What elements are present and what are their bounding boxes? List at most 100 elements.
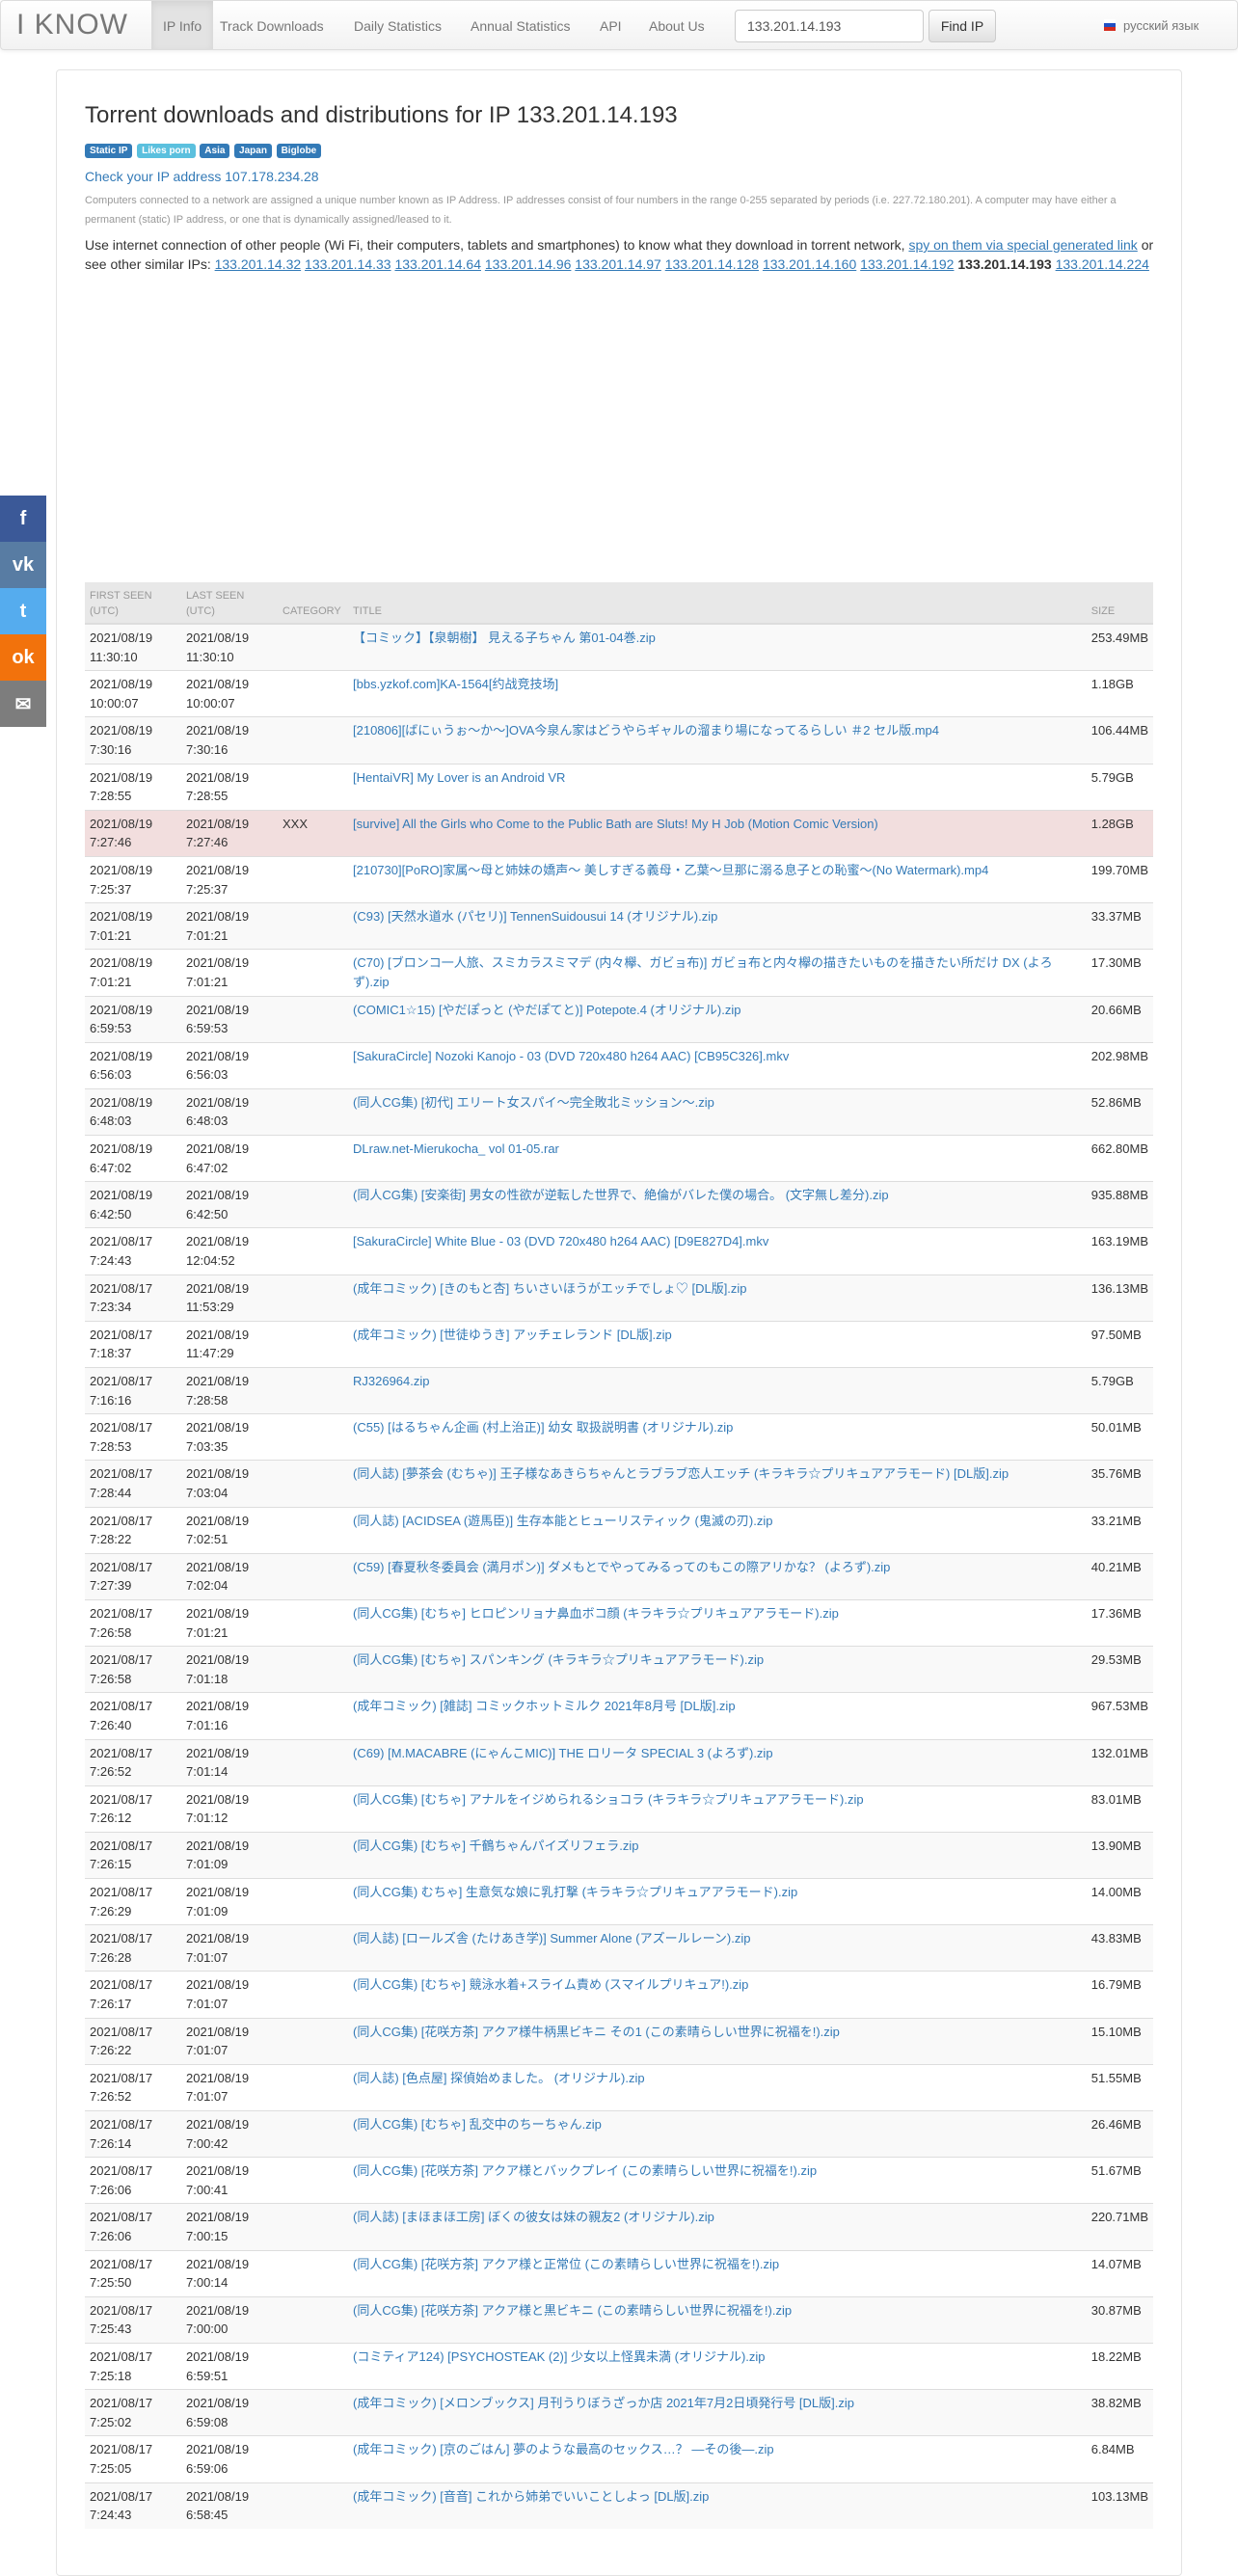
title-link[interactable]: (同人誌) [ACIDSEA (遊馬臣)] 生存本能とヒューリスティック (鬼滅… [353,1513,773,1528]
spy-link[interactable]: spy on them via special generated link [908,237,1138,253]
nav-api[interactable]: API [600,18,622,34]
title-link[interactable]: (同人CG集) [安楽街] 男女の性欲が逆転した世界で、絶倫がバレた僕の場合。 … [353,1188,889,1203]
language-switch[interactable]: русский язык [1104,18,1198,33]
similar-ip-link[interactable]: 133.201.14.160 [762,256,857,272]
similar-ip-link[interactable]: 133.201.14.96 [484,256,572,272]
cell-title-link: (同人CG集) [むちゃ] 競泳水着+スライム責め (スマイルプリキュア!).z… [348,1971,1087,2019]
title-link[interactable]: [survive] All the Girls who Come to the … [353,816,878,831]
title-link[interactable]: (同人CG集) [むちゃ] アナルをイジめられるショコラ (キラキラ☆プリキュア… [353,1791,864,1807]
table-row: 2021/08/19 11:30:10 2021/08/19 11:30:10 【コ… [85,623,1153,671]
vk-share-button[interactable]: vk [0,542,46,588]
title-link[interactable]: (C70) [ブロンコ一人旅、スミカラスミマデ (内々欅、ガビョ布)] ガビョ布… [353,955,1053,989]
cell-category [278,902,348,950]
similar-ip-link[interactable]: 133.201.14.32 [214,256,302,272]
nav-annual-statistics[interactable]: Annual Statistics [471,18,571,34]
title-link[interactable]: (同人CG集) [花咲方茶] アクア様牛柄黒ビキニ その1 (この素晴らしい世界… [353,2024,840,2039]
title-link[interactable]: (成年コミック) [世徒ゆうき] アッチェレランド [DL版].zip [353,1327,672,1342]
title-link[interactable]: DLraw.net-Mierukocha_ vol 01-05.rar [353,1141,559,1157]
title-link[interactable]: [210806][ばにぃうぉ～か～]OVA今泉ん家はどうやらギャルの溜まり場にな… [353,723,940,738]
cell-size: 20.66MB [1086,995,1153,1043]
title-link[interactable]: (C69) [M.MACABRE (にゃんこMIC)] THE ロリータ SPE… [353,1745,773,1760]
header-first-seen: FIRST SEEN (UTC) [85,582,181,625]
title-link[interactable]: (成年コミック) [メロンブックス] 月刊うりぼうざっか店 2021年7月2日頃… [353,2396,855,2411]
title-link[interactable]: (同人CG集) [むちゃ] 乱交中のちーちゃん.zip [353,2117,602,2132]
title-link[interactable]: (同人CG集) [花咲方茶] アクア様と正常位 (この素晴らしい世界に祝福を!)… [353,2256,780,2271]
first-seen: 2021/08/19 7:28:55 [90,769,153,804]
email-share-button[interactable]: ✉ [0,681,46,727]
cell-category [278,1087,348,1136]
first-seen: 2021/08/17 7:26:28 [90,1931,153,1965]
first-seen: 2021/08/19 6:42:50 [90,1188,153,1221]
check-ip-link[interactable]: Check your IP address 107.178.234.28 [85,169,319,184]
title-link[interactable]: (同人誌) [ロールズ舎 (たけあき学)] Summer Alone (アズール… [353,1931,751,1946]
odnoklassniki-share-button[interactable]: ok [0,634,46,681]
cell-size: 97.50MB [1086,1320,1153,1368]
title-link[interactable]: (C55) [はるちゃん企画 (村上治正)] 幼女 取扱説明書 (オリジナル).… [353,1420,734,1436]
title-link[interactable]: (成年コミック) [雑誌] コミックホットミルク 2021年8月号 [DL版].… [353,1699,736,1714]
twitter-share-button[interactable]: t [0,588,46,634]
title-link[interactable]: (同人CG集) [むちゃ] スパンキング (キラキラ☆プリキュアアラモード).z… [353,1652,765,1668]
title-link[interactable]: (同人CG集) [むちゃ] ヒロピンリョナ鼻血ボコ顔 (キラキラ☆プリキュアアラ… [353,1605,839,1621]
cell-last-seen: 2021/08/19 6:59:08 [181,2389,278,2436]
title-link[interactable]: [SakuraCircle] Nozoki Kanojo - 03 (DVD 7… [353,1048,790,1063]
size: 52.86MB [1090,1094,1142,1110]
title-link[interactable]: (同人誌) [まほまほ工房] ぼくの彼女は妹の親友2 (オリジナル).zip [353,2210,714,2225]
similar-ip-link[interactable]: 133.201.14.128 [664,256,760,272]
title-link[interactable]: (同人CG集) [初代] エリート女スパイ～完全敗北ミッション～.zip [353,1094,714,1110]
title-link[interactable]: [bbs.yzkof.com]KA-1564[约战竞技场] [353,677,559,692]
cell-category [278,1646,348,1693]
title-link[interactable]: (同人CG集) [むちゃ] 千鶴ちゃんパイズリフェラ.zip [353,1838,639,1853]
title-link[interactable]: [HentaiVR] My Lover is an Android VR [353,769,566,785]
cell-first-seen: 2021/08/17 7:24:43 [85,1227,181,1275]
title-link[interactable]: (同人誌) [夢茶会 (むちゃ)] 王子様なあきらちゃんとラブラブ恋人エッチ (… [353,1466,1009,1482]
title-link[interactable]: RJ326964.zip [353,1374,430,1388]
title-link[interactable]: (C93) [天然水道水 (パセリ)] TennenSuidousui 14 (… [353,909,718,925]
title-link[interactable]: (コミティア124) [PSYCHOSTEAK (2)] 少女以上怪異未満 (オ… [353,2348,766,2364]
size: 220.71MB [1090,2210,1148,2225]
last-seen: 2021/08/19 7:01:07 [186,2070,250,2105]
nav-track-downloads[interactable]: Track Downloads [220,18,324,34]
title-link[interactable]: 【コミック】【泉朝樹】 見える子ちゃん 第01-04巻.zip [353,631,656,645]
title-link[interactable]: [SakuraCircle] White Blue - 03 (DVD 720x… [353,1234,769,1249]
nav-daily-statistics[interactable]: Daily Statistics [354,18,443,34]
cell-first-seen: 2021/08/19 7:30:16 [85,716,181,765]
similar-ip-link[interactable]: 133.201.14.192 [860,256,955,272]
title-link[interactable]: (C59) [春夏秋冬委員会 (満月ポン)] ダメもとでやってみるってのもこの際… [353,1559,891,1574]
similar-ip-link[interactable]: 133.201.14.224 [1055,256,1149,272]
title-link[interactable]: (同人CG集) [花咲方茶] アクア様と黒ビキニ (この素晴らしい世界に祝福を!… [353,2302,793,2318]
table-row: 2021/08/17 7:26:52 2021/08/19 7:01:07 (同人誌… [85,2063,1153,2111]
title-link[interactable]: (成年コミック) [京のごはん] 夢のような最高のセックス…？ ―その後―.zi… [353,2442,774,2457]
similar-ip-link[interactable]: 133.201.14.33 [305,256,391,272]
title-link[interactable]: (同人CG集) [花咲方茶] アクア様とバックプレイ (この素晴らしい世界に祝福… [353,2163,818,2179]
table-row: 2021/08/17 7:26:58 2021/08/19 7:01:18 (同人C… [85,1646,1153,1693]
cell-first-seen: 2021/08/17 7:26:12 [85,1784,181,1833]
size: 1.18GB [1090,677,1134,692]
cell-last-seen: 2021/08/19 7:01:07 [181,2063,278,2111]
title-link[interactable]: (COMIC1☆15) [やだぽっと (やだぽてと)] Potepote.4 (… [353,1002,741,1017]
facebook-share-button[interactable]: f [0,496,46,542]
cell-title-link: [survive] All the Girls who Come to the … [348,809,1087,857]
last-seen: 2021/08/19 6:59:08 [186,2396,250,2429]
similar-ip-link[interactable]: 133.201.14.64 [394,256,481,272]
title-link[interactable]: (同人誌) [色点屋] 探偵始めました。 (オリジナル).zip [353,2070,645,2085]
title-link[interactable]: [210730][PoRO]家属～母と姉妹の嬌声～ 美しすぎる義母・乙葉～旦那に… [353,862,989,877]
cell-size: 18.22MB [1086,2342,1153,2390]
first-seen: 2021/08/17 7:28:53 [90,1420,153,1454]
title-link[interactable]: (同人CG集) むちゃ] 生意気な娘に乳打撃 (キラキラ☆プリキュアアラモード)… [353,1885,798,1900]
find-ip-button[interactable]: Find IP [928,10,996,42]
ip-search-input[interactable] [735,10,924,42]
cell-last-seen: 2021/08/19 7:02:51 [181,1506,278,1554]
similar-ip-link[interactable]: 133.201.14.97 [575,256,661,272]
nav-ip-info[interactable]: IP Info [151,1,214,49]
brand-logo[interactable]: I KNOW [16,9,128,40]
facebook-icon: f [19,507,27,529]
first-seen: 2021/08/17 7:26:15 [90,1838,153,1872]
title-link[interactable]: (成年コミック) [きのもと杏] ちいさいほうがエッチでしょ♡ [DL版].zi… [353,1280,747,1296]
size: 97.50MB [1090,1327,1142,1342]
cell-size: 13.90MB [1086,1831,1153,1879]
title-link[interactable]: (同人CG集) [むちゃ] 競泳水着+スライム責め (スマイルプリキュア!).z… [353,1977,749,1993]
size: 33.21MB [1090,1513,1142,1528]
table-row: 2021/08/19 6:47:02 2021/08/19 6:47:02 DLra… [85,1135,1153,1182]
nav-about-us[interactable]: About Us [649,18,705,34]
title-link[interactable]: (成年コミック) [音音] これから姉弟でいいことしよっ [DL版].zip [353,2488,710,2504]
